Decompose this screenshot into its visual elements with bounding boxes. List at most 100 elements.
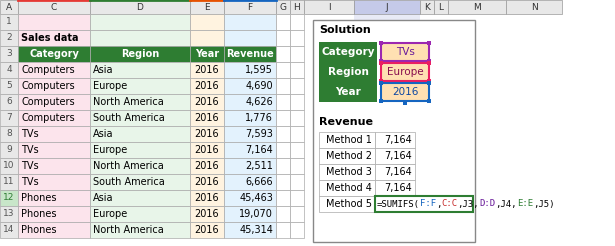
Text: Method 4: Method 4 <box>326 183 372 193</box>
Text: Category: Category <box>321 47 375 57</box>
Text: Europe: Europe <box>93 81 127 91</box>
Text: 12: 12 <box>3 194 15 202</box>
Text: South America: South America <box>93 113 165 123</box>
Bar <box>90 30 190 46</box>
Bar <box>224 62 276 78</box>
Bar <box>190 174 224 190</box>
Text: TVs: TVs <box>21 177 39 187</box>
Text: A: A <box>6 2 12 12</box>
Text: Method 5: Method 5 <box>326 199 372 209</box>
Text: L: L <box>438 2 443 12</box>
Text: 10: 10 <box>3 162 15 170</box>
Text: Category: Category <box>29 49 79 59</box>
Bar <box>379 79 383 83</box>
Bar <box>276 62 290 78</box>
Bar <box>290 206 304 222</box>
Bar <box>190 0 224 14</box>
Bar <box>506 0 562 14</box>
Bar <box>427 81 431 85</box>
Text: 7,164: 7,164 <box>384 151 412 161</box>
Bar <box>18 126 90 142</box>
Bar <box>190 78 224 94</box>
Text: South America: South America <box>93 177 165 187</box>
Text: 7,164: 7,164 <box>245 145 273 155</box>
Text: 7: 7 <box>6 113 12 123</box>
Text: 2016: 2016 <box>195 65 220 75</box>
Text: Phones: Phones <box>21 193 57 203</box>
Bar <box>434 0 448 14</box>
Bar <box>290 158 304 174</box>
Text: 2016: 2016 <box>195 81 220 91</box>
Bar <box>276 126 290 142</box>
Text: 8: 8 <box>6 129 12 138</box>
Bar <box>0 78 18 94</box>
Bar <box>276 46 290 62</box>
Bar <box>313 20 475 242</box>
Bar <box>190 126 224 142</box>
Bar <box>0 62 18 78</box>
Bar <box>379 41 383 45</box>
Text: F:F: F:F <box>420 200 436 209</box>
Bar <box>190 222 224 238</box>
Bar <box>18 14 90 30</box>
Text: I: I <box>328 2 330 12</box>
Text: 1,595: 1,595 <box>245 65 273 75</box>
Bar <box>18 158 90 174</box>
Text: TVs: TVs <box>395 47 415 57</box>
Bar <box>276 30 290 46</box>
Text: Method 2: Method 2 <box>326 151 372 161</box>
Bar <box>276 190 290 206</box>
Bar <box>375 196 473 212</box>
Bar <box>0 222 18 238</box>
Bar <box>290 46 304 62</box>
Bar <box>18 0 90 14</box>
Bar <box>0 174 18 190</box>
Bar <box>0 0 18 14</box>
Bar <box>290 94 304 110</box>
Bar <box>375 132 415 148</box>
Bar <box>0 110 18 126</box>
Text: Method 3: Method 3 <box>326 167 372 177</box>
Text: Method 1: Method 1 <box>326 135 372 145</box>
Text: F: F <box>247 2 253 12</box>
Bar <box>319 42 377 62</box>
Bar <box>427 61 431 65</box>
Text: E: E <box>204 2 210 12</box>
Text: 2: 2 <box>6 33 12 43</box>
Text: G: G <box>279 2 287 12</box>
Text: 7,164: 7,164 <box>384 135 412 145</box>
Text: 2016: 2016 <box>392 87 418 97</box>
Text: ,J4,: ,J4, <box>495 200 517 209</box>
Text: 6,666: 6,666 <box>245 177 273 187</box>
Bar <box>0 158 18 174</box>
Text: 2016: 2016 <box>195 161 220 171</box>
Bar <box>190 62 224 78</box>
Text: 7,164: 7,164 <box>384 167 412 177</box>
Bar <box>190 158 224 174</box>
Text: 2016: 2016 <box>195 225 220 235</box>
Text: Asia: Asia <box>93 129 114 139</box>
Bar <box>290 174 304 190</box>
Bar <box>319 196 375 212</box>
Bar <box>375 180 415 196</box>
Text: 2016: 2016 <box>195 129 220 139</box>
Text: 45,463: 45,463 <box>239 193 273 203</box>
Bar <box>224 94 276 110</box>
Bar <box>319 62 377 82</box>
Text: 7,593: 7,593 <box>245 129 273 139</box>
Text: TVs: TVs <box>21 145 39 155</box>
Text: 45,314: 45,314 <box>239 225 273 235</box>
Text: E:E: E:E <box>517 200 533 209</box>
Bar <box>0 46 18 62</box>
Bar <box>290 126 304 142</box>
Text: K: K <box>424 2 430 12</box>
Bar <box>379 59 383 63</box>
Text: ,J5): ,J5) <box>533 200 554 209</box>
Bar <box>276 206 290 222</box>
Bar <box>90 14 190 30</box>
Bar <box>354 0 420 14</box>
Bar <box>379 81 383 85</box>
Text: Europe: Europe <box>93 209 127 219</box>
Text: Asia: Asia <box>93 193 114 203</box>
Bar <box>0 94 18 110</box>
